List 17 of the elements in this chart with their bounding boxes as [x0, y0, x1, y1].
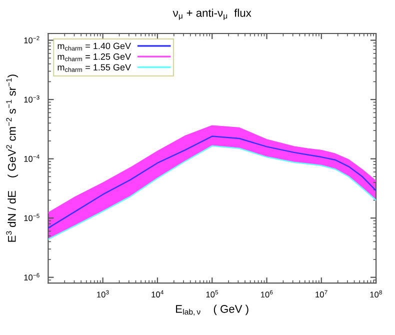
y-tick-label: 10$^{−4}$: [24, 154, 40, 162]
legend-label: m$_{charm}$ = 1.40 GeV: [58, 42, 132, 51]
text: E$^{3}$ dN / dE ( GeV$^{2}$ cm$^{−2}$ s$^{−1}$ sr$^{−1}$): [6, 74, 18, 242]
text: E$_{lab,ν}$ ( GeV ): [176, 304, 248, 316]
x-tick-label: 10$^{4}$: [152, 290, 164, 298]
x-tick-label: 10$^{3}$: [97, 290, 109, 298]
legend-label: m$_{charm}$ = 1.25 GeV: [58, 53, 132, 62]
x-tick-label: 10$^{5}$: [206, 290, 218, 298]
legend-label: m$_{charm}$ = 1.55 GeV: [58, 64, 132, 72]
y-tick-label: 10$^{−5}$: [24, 214, 40, 222]
x-tick-label: 10$^{7}$: [316, 290, 328, 298]
chart-title: ν$_{μ}$ + anti-ν$_{μ}$ flux: [172, 8, 252, 20]
x-tick-label: 10$^{8}$: [370, 290, 382, 298]
y-tick-label: 10$^{−3}$: [24, 95, 40, 103]
y-tick-label: 10$^{−6}$: [24, 273, 40, 280]
x-tick-label: 10$^{6}$: [260, 290, 273, 298]
y-tick-label: 10$^{−2}$: [24, 36, 40, 44]
